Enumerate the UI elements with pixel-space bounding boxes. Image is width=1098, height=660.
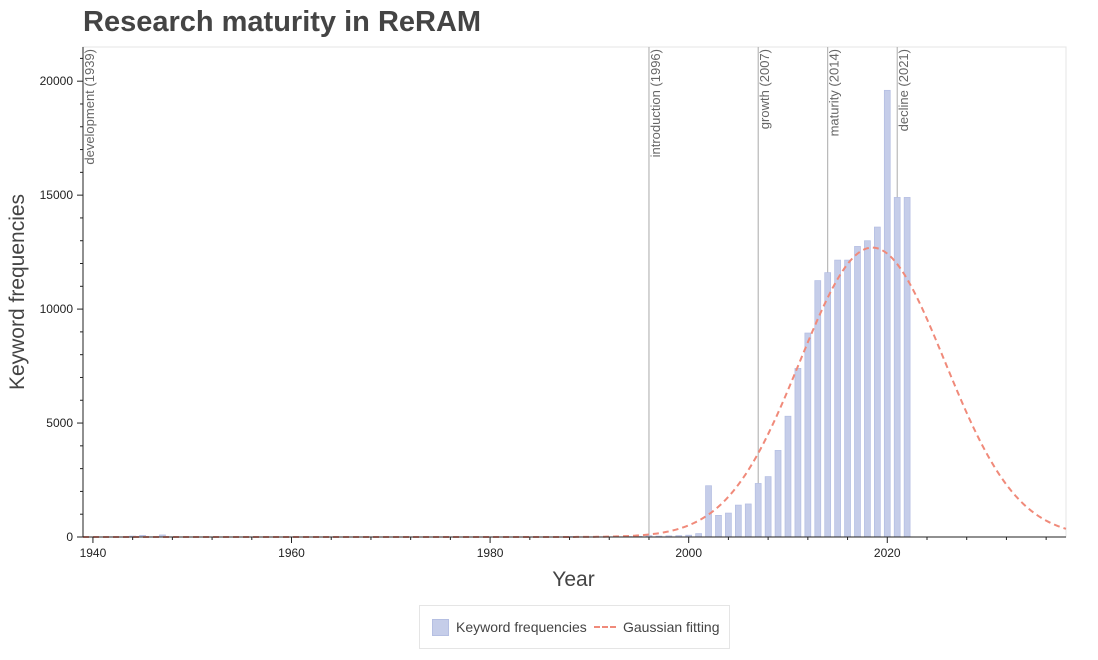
chart-title: Research maturity in ReRAM	[83, 6, 482, 38]
y-tick-label: 5000	[46, 416, 73, 430]
annotation-label: decline (2021)	[896, 49, 911, 131]
bar	[814, 280, 822, 538]
bar	[764, 476, 772, 538]
chart-legend: Keyword frequencies Gaussian fitting	[419, 605, 730, 649]
bar	[744, 503, 752, 538]
bar	[903, 197, 911, 538]
x-tick-label: 1980	[477, 546, 504, 560]
legend-swatch-bars	[432, 618, 449, 636]
y-tick-label: 0	[66, 530, 73, 544]
bar	[784, 415, 792, 538]
legend-item-bars[interactable]: Keyword frequencies	[432, 606, 587, 648]
x-tick-label: 1940	[80, 546, 107, 560]
legend-item-fit[interactable]: Gaussian fitting	[594, 606, 720, 648]
bar	[754, 483, 762, 538]
bar	[854, 246, 861, 538]
annotation-label: growth (2007)	[757, 49, 772, 129]
bar	[794, 367, 802, 538]
annotation-label: development (1939)	[82, 49, 97, 165]
y-tick-label: 15000	[40, 188, 74, 202]
annotation-label: introduction (1996)	[648, 49, 663, 157]
bar	[735, 504, 742, 538]
bar	[804, 332, 812, 538]
chart-svg: development (1939) introduction (1996) gro…	[6, 46, 1067, 591]
bar	[893, 197, 901, 538]
x-tick-label: 2000	[675, 546, 702, 560]
y-tick-label: 20000	[40, 74, 74, 88]
bar	[695, 533, 702, 538]
bar	[774, 450, 782, 538]
plot-frame	[82, 46, 1067, 538]
x-axis-label: Year	[552, 568, 594, 591]
bar	[883, 89, 891, 538]
annotation-label: maturity (2014)	[827, 49, 842, 136]
bar	[705, 485, 712, 538]
bar	[864, 240, 871, 538]
bar	[824, 272, 832, 538]
y-tick-label: 10000	[40, 302, 74, 316]
bar	[874, 226, 881, 538]
gaussian-fit-line	[83, 246, 1067, 538]
bar	[834, 259, 841, 538]
bar	[725, 512, 732, 538]
bar	[715, 514, 722, 538]
legend-label-fit: Gaussian fitting	[623, 619, 720, 635]
bar	[844, 259, 851, 538]
legend-swatch-fit	[594, 626, 616, 628]
x-tick-label: 2020	[874, 546, 901, 560]
y-axis-label: Keyword frequencies	[6, 194, 29, 390]
x-tick-label: 1960	[278, 546, 305, 560]
legend-label-bars: Keyword frequencies	[456, 619, 587, 635]
